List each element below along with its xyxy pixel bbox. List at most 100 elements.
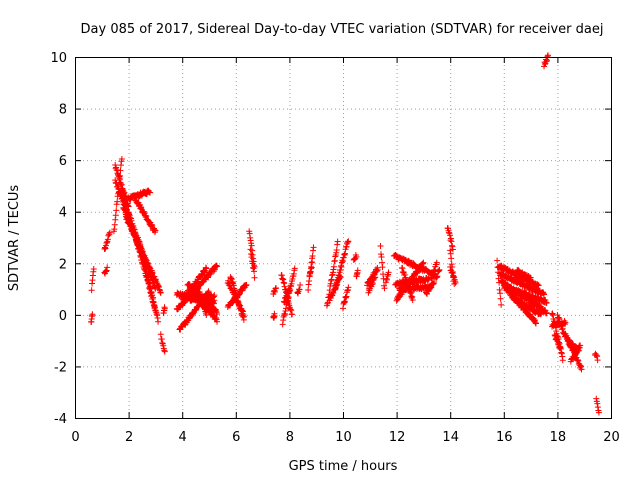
- data-point: [595, 409, 602, 416]
- data-point: [286, 285, 293, 292]
- data-point: [383, 276, 390, 283]
- data-point: [496, 286, 503, 293]
- x-tick-label: 10: [335, 430, 352, 445]
- data-point: [541, 291, 547, 298]
- x-tick-label: 12: [389, 430, 406, 445]
- data-point: [158, 335, 165, 342]
- data-point: [103, 267, 110, 274]
- data-point: [379, 259, 386, 266]
- y-tick-label: 4: [59, 206, 67, 221]
- data-point: [594, 357, 601, 364]
- data-point: [250, 264, 257, 271]
- data-point: [297, 281, 304, 288]
- data-point: [381, 282, 388, 289]
- data-point: [436, 266, 443, 273]
- data-point: [431, 279, 438, 286]
- data-point: [152, 227, 159, 234]
- data-point: [494, 257, 501, 264]
- data-point: [372, 274, 379, 281]
- data-point: [157, 289, 164, 296]
- data-point: [161, 348, 168, 355]
- data-point: [544, 57, 551, 64]
- data-point: [307, 269, 314, 276]
- data-point: [249, 260, 256, 267]
- data-point: [345, 238, 352, 245]
- data-point: [594, 353, 601, 360]
- data-point: [308, 265, 315, 272]
- data-point: [543, 58, 550, 65]
- x-axis-label: GPS time / hours: [289, 459, 398, 474]
- data-point: [498, 301, 505, 308]
- data-point: [593, 352, 600, 359]
- data-point: [106, 229, 113, 236]
- data-point: [384, 272, 391, 279]
- x-tick-label: 20: [603, 430, 620, 445]
- data-point: [448, 255, 455, 262]
- data-point: [374, 266, 381, 273]
- data-point: [251, 274, 258, 281]
- data-point: [535, 282, 542, 289]
- data-point: [240, 316, 247, 323]
- data-point: [157, 331, 164, 338]
- data-point: [305, 286, 312, 293]
- data-point: [88, 287, 95, 294]
- data-point: [559, 357, 566, 364]
- data-point: [448, 261, 455, 268]
- data-point: [420, 259, 427, 266]
- data-point: [203, 265, 210, 272]
- data-point: [309, 253, 316, 260]
- data-point: [383, 275, 390, 282]
- data-point: [271, 288, 278, 295]
- data-point: [248, 254, 255, 261]
- x-tick-label: 6: [232, 430, 240, 445]
- chart-title: Day 085 of 2017, Sidereal Day-to-day VTE…: [81, 22, 604, 37]
- data-point: [593, 395, 600, 402]
- data-point: [543, 309, 550, 316]
- data-point: [251, 268, 258, 275]
- data-point: [90, 266, 97, 273]
- data-point: [409, 297, 416, 304]
- x-tick-label: 18: [550, 430, 567, 445]
- x-tick-label: 4: [179, 430, 187, 445]
- data-point: [211, 292, 218, 299]
- data-point: [103, 268, 110, 275]
- data-point: [114, 198, 121, 205]
- y-tick-label: 0: [59, 309, 67, 324]
- y-tick-label: 10: [50, 51, 67, 66]
- data-point: [155, 318, 162, 325]
- x-tick-label: 0: [71, 430, 79, 445]
- data-point: [435, 267, 442, 274]
- x-tick-label: 2: [125, 430, 133, 445]
- y-tick-label: 6: [59, 154, 67, 169]
- data-point: [214, 263, 221, 270]
- data-point: [452, 279, 459, 286]
- data-point: [310, 244, 317, 251]
- grid: [75, 57, 611, 418]
- data-point: [330, 263, 337, 270]
- data-points: [88, 52, 602, 416]
- data-point: [89, 311, 96, 318]
- data-point: [377, 243, 384, 250]
- data-point: [159, 340, 166, 346]
- data-point: [345, 284, 352, 291]
- data-point: [250, 265, 257, 272]
- y-axis: -4 -2 0 2 4 6 8 10: [50, 51, 611, 427]
- data-point: [243, 281, 250, 288]
- y-tick-label: -4: [54, 412, 67, 427]
- data-point: [354, 267, 361, 274]
- data-point: [381, 285, 388, 292]
- data-point: [353, 253, 360, 260]
- data-point: [147, 189, 154, 196]
- data-point: [577, 342, 584, 349]
- y-axis-label: SDTVAR / TECUs: [7, 185, 22, 292]
- data-point: [352, 255, 359, 262]
- data-point: [271, 312, 278, 319]
- data-point: [557, 343, 564, 350]
- data-point: [447, 250, 454, 257]
- data-point: [378, 251, 385, 258]
- data-point: [203, 311, 210, 318]
- data-point: [538, 310, 545, 317]
- data-point: [248, 250, 255, 257]
- data-point: [449, 246, 456, 253]
